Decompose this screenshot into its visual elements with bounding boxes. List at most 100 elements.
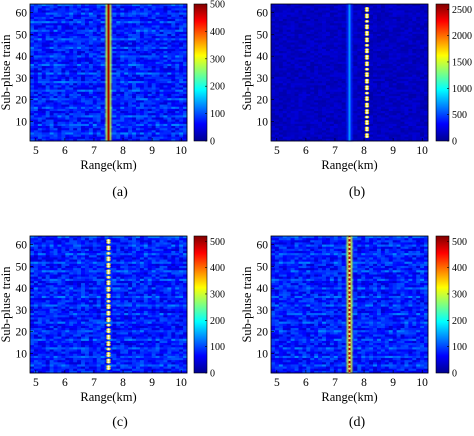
heatmap-cell [306,126,311,129]
heatmap-cell [100,138,105,142]
heatmap-cell [135,119,141,123]
heatmap-cell [294,113,299,116]
heatmap-cell [84,48,90,52]
heatmap-cell [163,18,168,22]
heatmap-cell [120,81,125,84]
heatmap-cell [286,61,291,65]
heatmap-cell [416,61,421,65]
heatmap-cell [128,18,133,22]
heatmap-cell [112,36,117,39]
heatmap-cell [306,63,311,67]
heatmap-cell [37,108,43,112]
heatmap-cell [396,48,401,52]
heatmap-cell [357,83,362,86]
heatmap-cell [128,38,133,41]
heatmap-cell [310,111,315,114]
heatmap-cell [333,27,339,30]
heatmap-cell [290,53,295,56]
heatmap-cell [183,134,188,138]
heatmap-cell [112,130,117,133]
heatmap-cell [143,89,149,93]
heatmap-cell [65,121,70,125]
heatmap-cell [274,33,280,37]
heatmap-cell [416,59,421,63]
heatmap-cell [298,8,303,11]
heatmap-cell [92,59,98,63]
heatmap-cell [396,18,401,22]
heatmap-cell [424,16,429,20]
heatmap-cell [61,100,66,103]
heatmap-cell [183,61,188,65]
heatmap-cell [132,83,137,86]
heatmap-cell [290,57,295,60]
heatmap-cell [333,38,339,41]
heatmap-cell [294,31,299,35]
heatmap-cell [388,74,393,78]
heatmap-cell [159,48,164,52]
heatmap-cell [341,4,346,7]
heatmap-cell [143,128,149,131]
heatmap-cell [322,89,327,93]
heatmap-cell [41,16,46,20]
heatmap-cell [310,16,315,20]
heatmap-cell [314,87,319,90]
heatmap-cell [183,72,188,75]
heatmap-cell [61,21,66,24]
heatmap-cell [294,38,299,41]
heatmap-cell [365,106,370,110]
heatmap-cell [159,33,164,37]
heatmap-cell [392,72,397,75]
heatmap-cell [396,10,401,13]
heatmap-cell [408,59,413,63]
heatmap-cell [179,6,184,9]
heatmap-cell [175,4,180,7]
heatmap-cell [139,74,145,78]
heatmap-cell [53,111,58,114]
heatmap-cell [365,59,370,63]
heatmap-cell [30,89,35,93]
heatmap-cell [392,111,397,114]
heatmap-cell [155,126,160,129]
heatmap-cell [380,33,386,37]
heatmap-cell [120,106,125,110]
heatmap-cell [65,104,70,108]
heatmap-cell [384,48,390,52]
heatmap-cell [183,81,188,84]
heatmap-cell [412,10,417,13]
heatmap-cell [163,46,168,50]
heatmap-cell [53,14,58,18]
heatmap-cell [143,51,149,54]
heatmap-cell [116,10,121,13]
heatmap-cell [73,16,78,20]
heatmap-cell [81,123,86,127]
heatmap-cell [112,33,117,37]
heatmap-cell [100,42,105,45]
heatmap-cell [171,27,176,30]
heatmap-cell [294,25,299,28]
heatmap-cell [282,70,287,73]
heatmap-cell [404,115,409,118]
heatmap-cell [325,14,331,18]
heatmap-cell [361,70,366,73]
heatmap-cell [116,132,121,135]
heatmap-cell [53,100,58,103]
heatmap-cell [175,130,180,133]
heatmap-cell [325,48,331,52]
heatmap-cell [314,76,319,80]
heatmap-cell [147,117,152,120]
heatmap-cell [45,57,50,60]
heatmap-cell [271,108,276,112]
heatmap-cell [69,38,74,41]
heatmap-cell [329,23,335,26]
heatmap-cell [61,59,66,63]
heatmap-cell [49,121,54,125]
heatmap-cell [88,121,94,125]
heatmap-cell [49,78,54,82]
heatmap-cell [380,89,386,93]
heatmap-cell [400,68,405,71]
heatmap-cell [139,111,145,114]
heatmap-cell [139,85,145,88]
heatmap-cell [278,25,284,28]
heatmap-cell [49,10,54,13]
